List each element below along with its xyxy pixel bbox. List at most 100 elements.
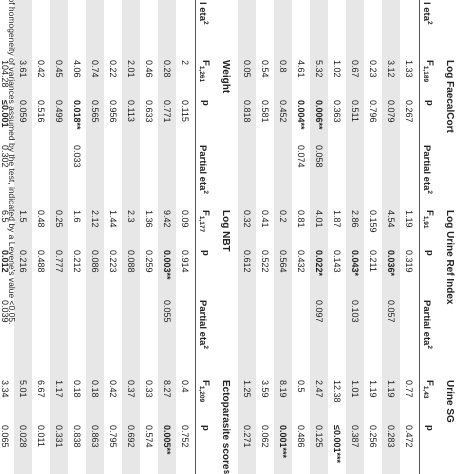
table-cell: 3.12 [386,60,396,78]
column-header: p [420,250,438,256]
table-cell: 0.097 [314,300,324,323]
table-cell: 0.74 [90,60,100,78]
column-header-text: p [424,425,435,431]
column-header-text: l eta [196,2,208,22]
column-header: p [196,250,214,256]
table-cell: 0.18 [90,380,100,398]
column-header: F1,189 [420,60,438,82]
table-cell: 0.103 [350,300,360,323]
variable-name-left: Weight [220,60,231,94]
column-header: F1,261 [196,60,214,82]
column-header-text: Partial eta [196,145,208,191]
column-header: p [420,425,438,431]
variable-name-far: Urine SG [444,380,455,423]
table-cell: 0.018** [72,100,82,130]
table-cell: 0.432 [296,250,306,273]
table-cell: 0.22 [108,60,118,78]
table-row: 0.46 0.633 1.36 0.259 0.33 0.574 [140,0,158,474]
column-header: l eta2 [420,2,438,25]
table-cell: 12.38 [332,380,342,403]
table-cell: 1.36 [144,210,154,228]
table-cell: 0.143 [332,250,342,273]
table-cell: 0.633 [144,100,154,123]
variable-name-far-marker: $ [216,470,234,474]
footnote-marker: $ [222,470,229,474]
table-cell: 0.796 [368,100,378,123]
table-cell: 0.18 [72,380,82,398]
table-cell: 0.863 [90,425,100,448]
table-cell: 1.25 [242,380,252,398]
table-cell: 0.062 [260,425,270,448]
table-cell: 3.59 [260,380,270,398]
table-cell: 0.2 [278,210,288,223]
column-header-text: p [424,250,435,256]
table-cell: 0.23 [368,60,378,78]
table-cell: 0.612 [242,250,252,273]
table-cell: 0.004** [296,100,306,130]
table-cell: 0.267 [404,100,414,123]
table-cell: 0.159 [368,210,378,233]
table-cell: 1.19 [386,380,396,398]
table-cell: 0.036* [386,250,396,277]
table-cell: 0.319 [404,250,414,273]
table-row: 0.54 0.581 0.41 0.522 3.59 0.062 [256,0,274,474]
table-cell: 0.28 [162,60,172,78]
table-row: 1.33 0.267 1.19 0.319 0.77 0.472 [400,0,418,474]
subheader2-column-headers: l eta2 F1,261 p Partial eta2 F1,177 p Partial … [196,0,214,474]
table-cell: 0.565 [90,100,100,123]
table-cell: 2.86 [350,210,360,228]
table-cell: 0.259 [144,250,154,273]
table-row: 0.05 0.818 0.32 0.612 1.25 0.271 [238,0,256,474]
table-cell: 1.6 [72,210,82,223]
table-cell: 0.42 [36,60,46,78]
table-cell: 0.006** [314,100,324,130]
column-header: F1,91 [420,210,438,228]
table-cell: 0.472 [404,425,414,448]
table-cell: 2.47 [314,380,324,398]
table-cell: 0.581 [260,100,270,123]
table-row: 0.8 0.452 0.2 0.564 8.19 0.001*** [274,0,292,474]
variable-name-left: Log FaecalCort [444,60,455,133]
table-cell: 0.283 [386,425,396,448]
table-cell: 0.003** [162,250,172,280]
column-header-text: Partial eta [196,300,208,346]
table-cell: 0.011 [36,425,46,447]
table-cell: 0.057 [386,300,396,323]
table-cell: 0.511 [350,100,360,122]
column-header: p [196,425,214,431]
table-cell: 0.09 [180,210,190,228]
column-header-sup: 2 [202,345,209,350]
table-cell: 0.41 [260,210,270,228]
column-header-sub: 1,261 [198,65,206,83]
table-row: 0.45 0.499 0.25 0.777 1.17 0.331 [50,0,68,474]
table-row: 2.01 0.113 2.3 0.088 0.37 0.692 [122,0,140,474]
table-cell: 0.574 [144,425,154,448]
table-cell: 0.771 [162,100,172,123]
block1-title-row: Log FaecalCort Log Urine Ref Index Urine S… [440,0,458,474]
table-cell: 0.488 [36,250,46,273]
column-header: p [420,100,438,106]
table-row: 5.32 0.006** 0.058 4.01 0.022* 0.097 2.47 0.125 [310,0,328,474]
table-cell: 1.19 [404,210,414,228]
table-cell: 1.01 [350,380,360,398]
table-cell: 0.818 [242,100,252,123]
table-cell: 4.06 [72,60,82,78]
table-cell: 0.838 [72,425,82,448]
column-header-sub: 1,43 [422,385,430,399]
table-cell: 0.001*** [278,425,288,459]
table-cell: 1.02 [332,60,342,78]
table-cell: 9.42 [162,210,172,228]
table-cell: 5.01 [18,380,28,398]
table-cell: 2.01 [126,60,136,78]
column-header-sub: 1,209 [198,385,206,403]
column-header-sup: 2 [426,21,433,25]
table-cell: 0.42 [108,380,118,398]
table-cell: 0.331 [54,425,64,448]
table-cell: 5.32 [314,60,324,78]
column-header-sub: 1,91 [422,215,430,229]
column-header-sup: 2 [202,21,209,25]
column-header: F1,177 [196,210,214,232]
table-cell: 0.058 [314,145,324,168]
column-header: F1,43 [420,380,438,398]
column-header-sub: 1,177 [198,215,206,233]
